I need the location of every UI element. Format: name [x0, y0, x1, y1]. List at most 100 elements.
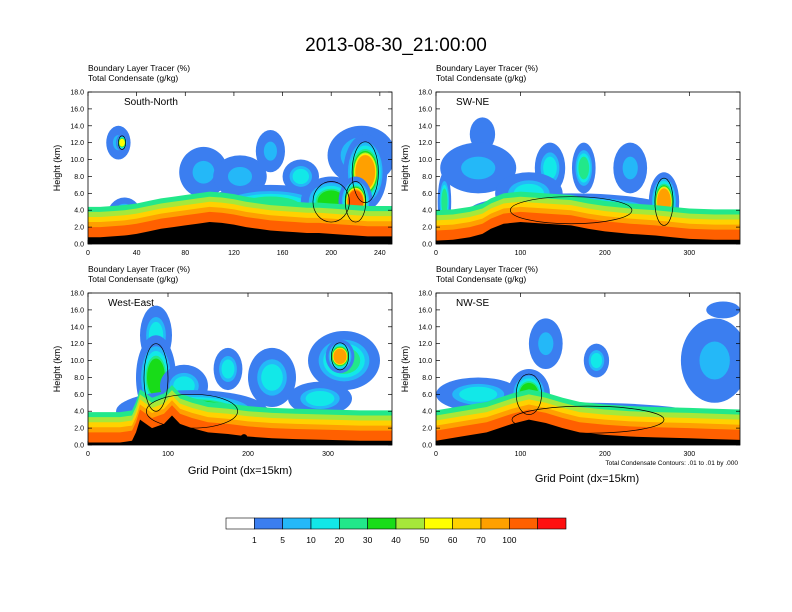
location-marker — [584, 434, 592, 441]
x-tick-label: 100 — [515, 451, 527, 458]
tracer-field — [88, 305, 392, 445]
panel-frame — [435, 91, 741, 245]
colorbar-swatch — [452, 517, 482, 530]
panel-header-line1: Boundary Layer Tracer (%) — [88, 264, 190, 274]
x-tick-label: 200 — [325, 250, 337, 257]
colorbar-swatch — [367, 517, 397, 530]
colorbar-swatch — [339, 517, 368, 530]
panel-header-line1: Boundary Layer Tracer (%) — [436, 264, 538, 274]
panel-header-line1: Boundary Layer Tracer (%) — [436, 63, 538, 73]
tracer-blob-4-level-5 — [622, 156, 638, 180]
x-tick-label: 160 — [277, 250, 289, 257]
figure-title: 2013-08-30_21:00:00 — [305, 35, 487, 56]
colorbar-swatch — [537, 517, 567, 530]
colorbar-swatch — [509, 517, 538, 530]
y-tick-label: 4.0 — [74, 409, 84, 416]
tracer-blob-1-level-5 — [461, 156, 496, 180]
panel-header-line2: Total Condensate (g/kg) — [436, 274, 526, 284]
colorbar-label: 1 — [252, 535, 257, 545]
colorbar-label: 50 — [420, 535, 430, 545]
panel-frame — [87, 292, 393, 446]
x-tick-label: 80 — [181, 250, 189, 257]
condensate-contour-3 — [344, 181, 367, 223]
tracer-blob-5-level-5 — [227, 166, 253, 186]
location-marker — [584, 233, 592, 240]
y-tick-label: 12.0 — [70, 140, 84, 147]
panel-nw-se: Boundary Layer Tracer (%)Total Condensat… — [400, 264, 741, 458]
y-tick-label: 14.0 — [418, 123, 432, 130]
colorbar-swatch — [424, 517, 453, 530]
panel-header-line2: Total Condensate (g/kg) — [436, 73, 526, 83]
y-tick-label: 12.0 — [70, 341, 84, 348]
tracer-blob-1-level-50 — [119, 138, 125, 147]
x-tick-label: 200 — [599, 250, 611, 257]
tracer-blob-4-level-10 — [221, 359, 235, 379]
panel-sw-ne: Boundary Layer Tracer (%)Total Condensat… — [400, 63, 741, 257]
colorbar-swatch — [254, 517, 283, 530]
panel-name: SW-NE — [456, 97, 489, 108]
x-tick-label: 40 — [133, 250, 141, 257]
x-tick-label: 0 — [86, 250, 90, 257]
y-axis-label: Height (km) — [52, 346, 62, 393]
y-tick-label: 10.0 — [418, 358, 432, 365]
x-axis-label-west-east: Grid Point (dx=15km) — [188, 465, 292, 477]
colorbar: 1 5 10 20 30 40 50 60 70 100 — [225, 517, 567, 545]
panel-name: NW-SE — [456, 298, 489, 309]
colorbar-label: 20 — [335, 535, 345, 545]
tracer-blob-0-level-1 — [469, 117, 496, 152]
tracer-field — [436, 301, 740, 445]
y-tick-label: 10.0 — [70, 358, 84, 365]
tracer-blob-6-level-70 — [333, 348, 347, 364]
condensate-contour-0 — [509, 196, 633, 225]
y-tick-label: 2.0 — [74, 225, 84, 232]
colorbar-label: 70 — [476, 535, 486, 545]
condensate-contour-0 — [118, 135, 127, 150]
tracer-blob-8-level-20 — [441, 188, 448, 216]
panel-header-line1: Boundary Layer Tracer (%) — [88, 63, 190, 73]
panel-frame — [87, 91, 393, 245]
tracer-blob-5-level-1 — [706, 301, 740, 319]
terrain — [88, 222, 392, 244]
y-tick-label: 6.0 — [422, 392, 432, 399]
y-tick-label: 10.0 — [418, 157, 432, 164]
y-tick-label: 18.0 — [70, 291, 84, 298]
y-tick-label: 14.0 — [70, 324, 84, 331]
y-tick-label: 16.0 — [418, 106, 432, 113]
panel-header-line2: Total Condensate (g/kg) — [88, 274, 178, 284]
y-tick-label: 14.0 — [70, 123, 84, 130]
condensate-contour-1 — [331, 342, 349, 371]
terrain — [88, 415, 392, 445]
tracer-blob-3-level-20 — [578, 156, 590, 180]
x-axis-label-nw-se: Grid Point (dx=15km) — [535, 473, 639, 485]
condensate-contour-2 — [351, 141, 379, 203]
terrain — [436, 222, 740, 244]
condensate-contour-0 — [143, 343, 169, 412]
y-tick-label: 16.0 — [418, 307, 432, 314]
tracer-blob-4-level-5 — [192, 160, 215, 184]
y-tick-label: 18.0 — [418, 291, 432, 298]
tracer-blob-3-level-10 — [261, 364, 283, 391]
tracer-blob-7-level-10 — [292, 168, 310, 185]
tracer-blob-6-level-5 — [263, 141, 277, 161]
y-tick-label: 10.0 — [70, 157, 84, 164]
colorbar-label: 100 — [502, 535, 516, 545]
x-tick-label: 0 — [434, 250, 438, 257]
colorbar-label: 5 — [280, 535, 285, 545]
contour-note: Total Condensate Contours: .01 to .01 by… — [605, 460, 738, 467]
colorbar-label: 30 — [363, 535, 373, 545]
y-tick-label: 6.0 — [74, 392, 84, 399]
y-tick-label: 0.0 — [422, 242, 432, 249]
y-tick-label: 6.0 — [74, 191, 84, 198]
location-marker — [240, 434, 248, 441]
y-tick-label: 12.0 — [418, 140, 432, 147]
y-tick-label: 0.0 — [74, 443, 84, 450]
tracer-blob-7-level-10 — [305, 390, 335, 407]
y-tick-label: 16.0 — [70, 307, 84, 314]
y-tick-label: 8.0 — [74, 174, 84, 181]
panels: Boundary Layer Tracer (%)Total Condensat… — [52, 63, 741, 458]
panel-west-east: Boundary Layer Tracer (%)Total Condensat… — [52, 264, 393, 458]
panel-header-line2: Total Condensate (g/kg) — [88, 73, 178, 83]
y-tick-label: 18.0 — [418, 90, 432, 97]
colorbar-label: 60 — [448, 535, 458, 545]
condensate-contour-0 — [515, 373, 542, 415]
